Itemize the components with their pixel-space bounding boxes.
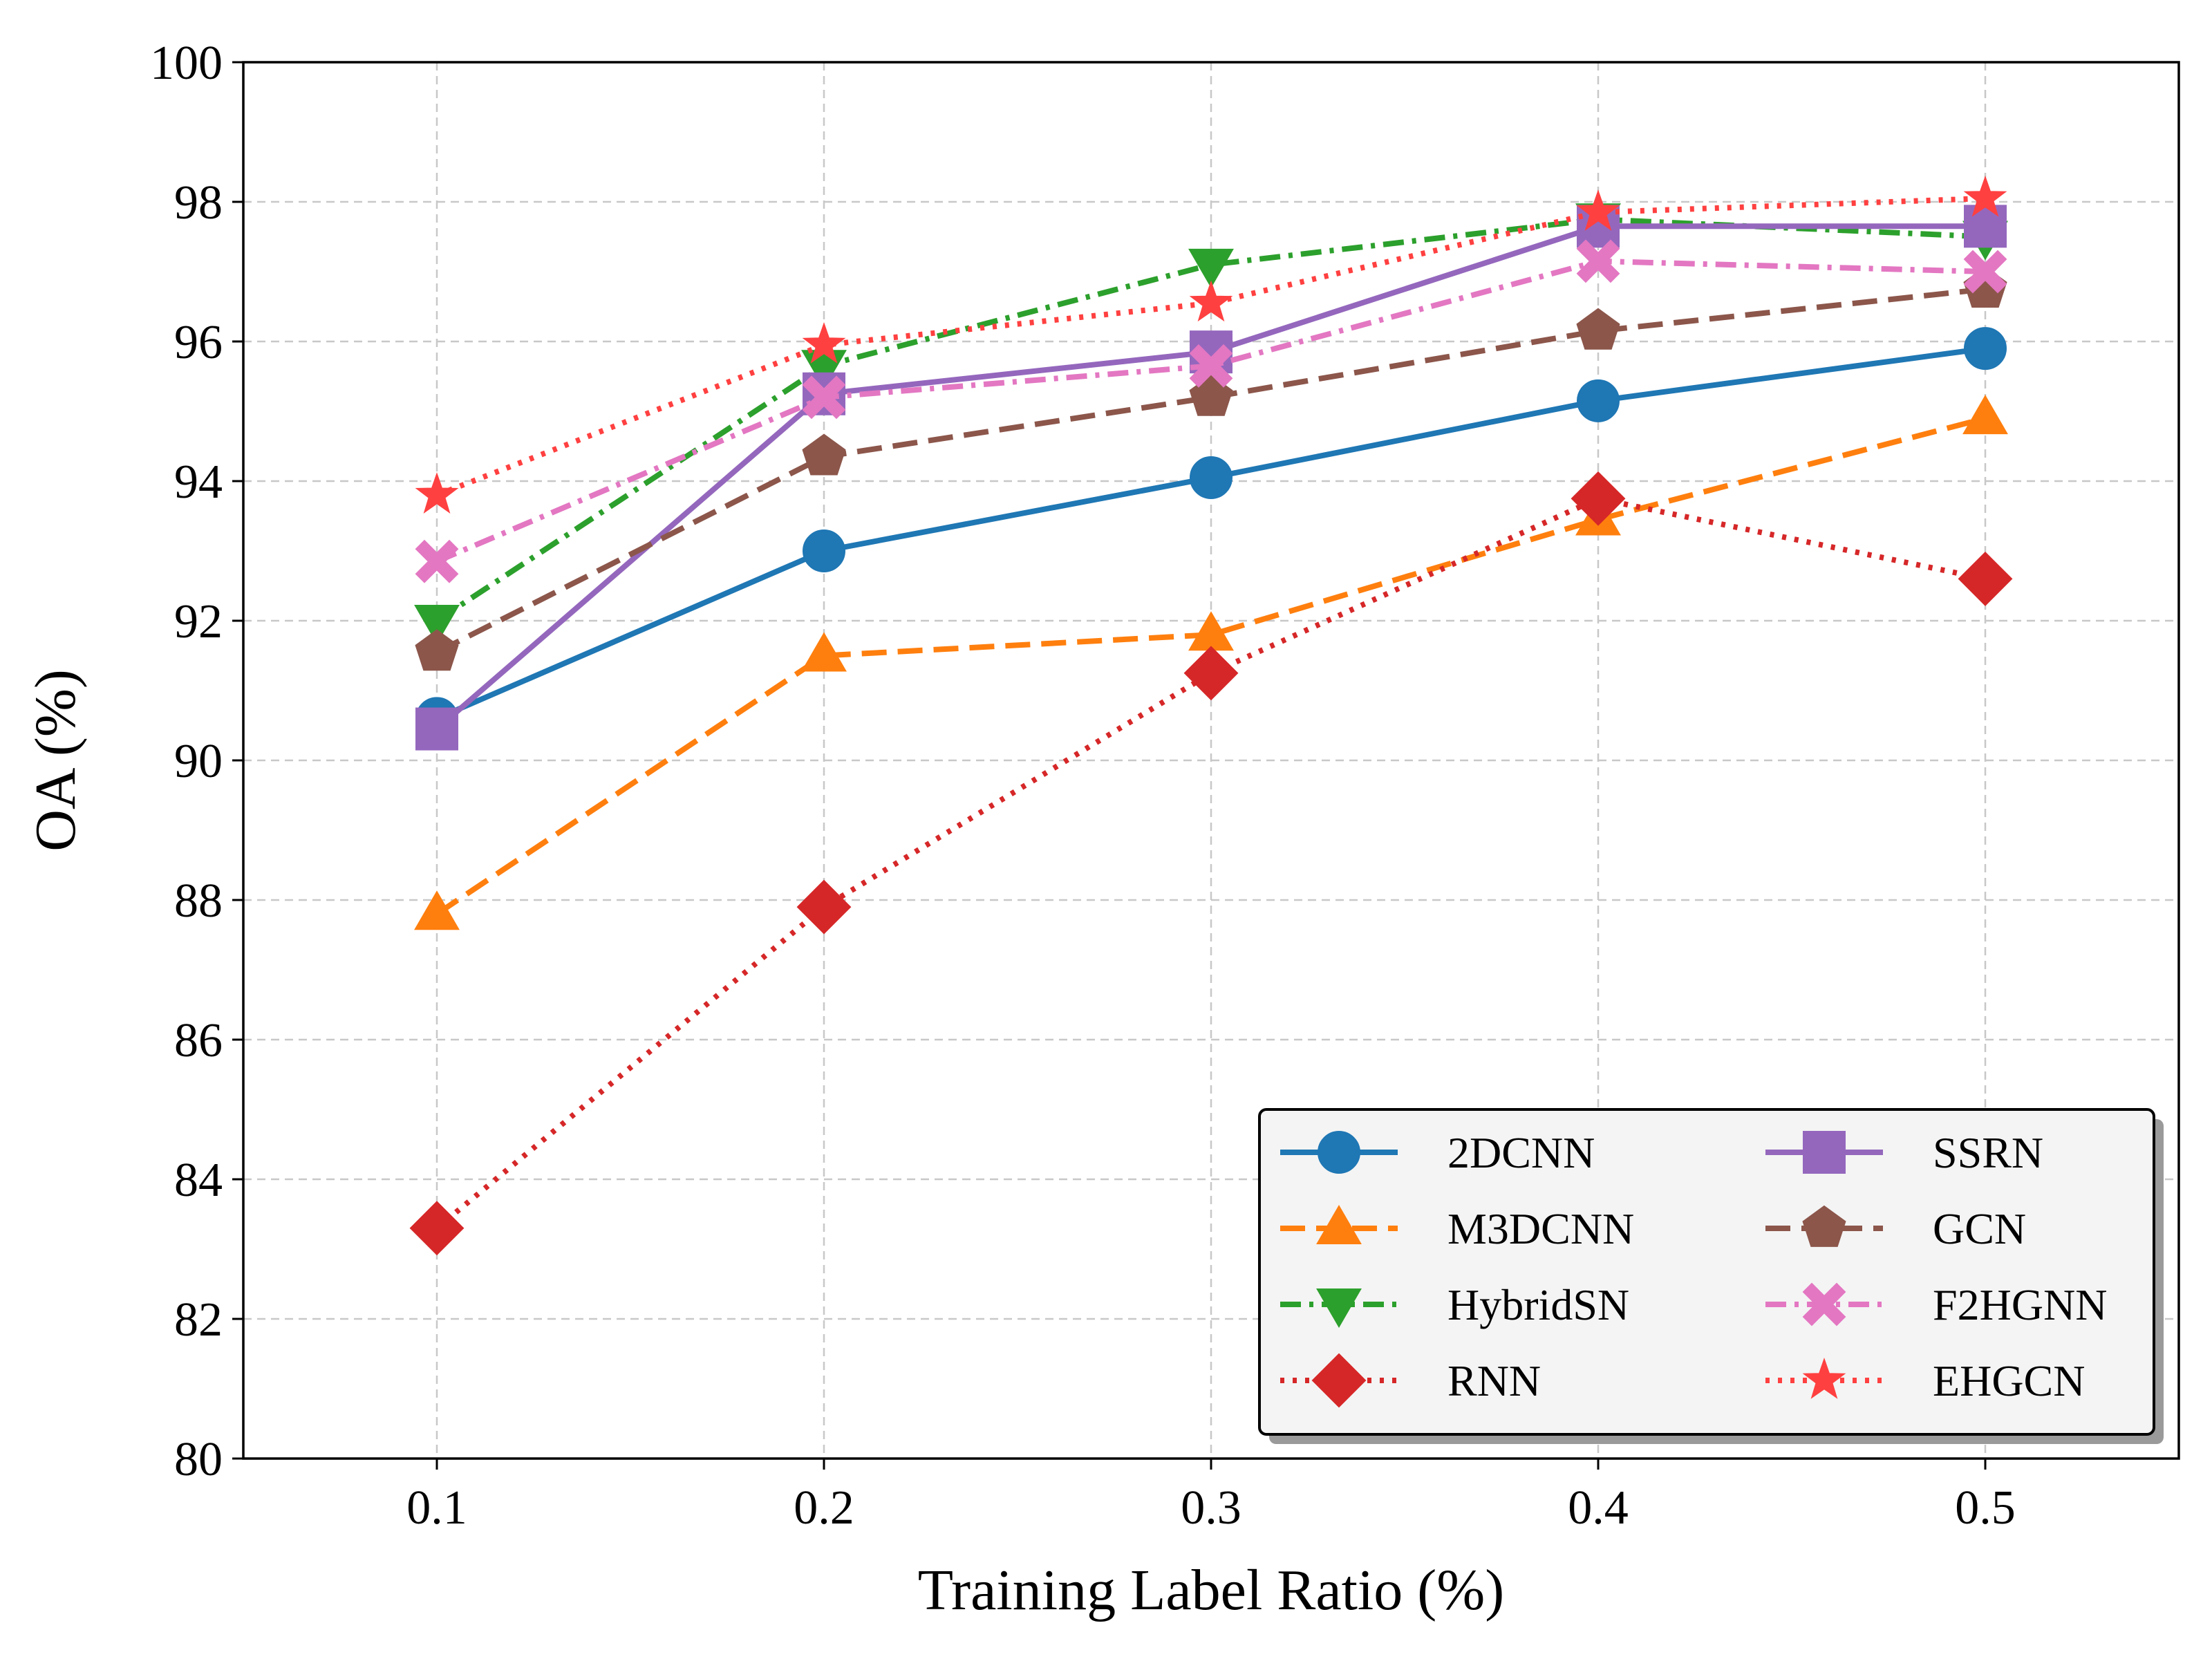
- data-point-2dcnn: [1577, 379, 1620, 422]
- legend-item-hybridsn: HybridSN: [1280, 1280, 1629, 1329]
- legend-label: M3DCNN: [1447, 1204, 1634, 1253]
- axis-ticks: 0.1 0.2 0.3 0.4 0.5 80 82 84 86 88 90 92 94 96 98 100: [150, 37, 2016, 1535]
- legend-item-f2hgnn: F2HGNN: [1765, 1280, 2107, 1329]
- series-group: [409, 175, 2013, 1256]
- legend-label: GCN: [1933, 1204, 2026, 1253]
- data-point-ehgcn: [802, 321, 846, 364]
- y-tick-label: 100: [150, 37, 223, 90]
- legend-item-rnn: RNN: [1280, 1353, 1541, 1408]
- data-point-m3dcnn: [414, 890, 460, 930]
- legend-item-m3dcnn: M3DCNN: [1280, 1204, 1634, 1253]
- data-point-ehgcn: [415, 472, 459, 514]
- legend-marker: [1311, 1353, 1367, 1408]
- data-point-rnn: [409, 1201, 465, 1256]
- data-point-rnn: [1571, 471, 1626, 526]
- data-point-f2hgnn: [1963, 250, 2007, 294]
- legend-label: RNN: [1447, 1356, 1541, 1405]
- legend-box: [1258, 1108, 2155, 1436]
- data-point-f2hgnn: [415, 539, 459, 583]
- data-point-ssrn: [1964, 205, 2007, 248]
- y-tick-label: 80: [174, 1433, 223, 1486]
- series-ehgcn: [415, 175, 2007, 514]
- data-point-rnn: [1958, 551, 2013, 606]
- legend-item-gcn: GCN: [1765, 1204, 2026, 1253]
- series-rnn: [409, 471, 2013, 1256]
- y-tick-label: 98: [174, 176, 223, 229]
- series-line-ehgcn: [435, 196, 1986, 498]
- legend-marker: [1316, 1288, 1362, 1328]
- legend-marker: [1803, 1131, 1846, 1174]
- x-axis-label: Training Label Ratio (%): [918, 1558, 1504, 1622]
- data-point-f2hgnn: [802, 375, 846, 420]
- series-m3dcnn: [414, 395, 2008, 930]
- data-point-gcn: [415, 629, 459, 671]
- legend-marker: [1316, 1205, 1362, 1244]
- series-line-gcn: [435, 286, 1986, 655]
- legend-marker: [1802, 1282, 1846, 1327]
- y-tick-label: 90: [174, 735, 223, 788]
- x-tick-label: 0.5: [1955, 1481, 2016, 1535]
- data-point-rnn: [1183, 646, 1239, 701]
- data-point-2dcnn: [1190, 456, 1232, 499]
- legend-label: SSRN: [1933, 1128, 2043, 1177]
- data-point-2dcnn: [1964, 327, 2007, 371]
- series-f2hgnn: [415, 239, 2007, 583]
- y-tick-label: 96: [174, 316, 223, 369]
- data-point-m3dcnn: [1962, 395, 2008, 435]
- series-line-m3dcnn: [435, 415, 1987, 917]
- data-point-rnn: [796, 879, 852, 935]
- legend-label: F2HGNN: [1933, 1280, 2107, 1329]
- legend: 2DCNN M3DCNN HybridSN RNN SSRN GCN F2HGNN EHGCN: [1258, 1108, 2164, 1444]
- x-tick-label: 0.4: [1568, 1481, 1629, 1535]
- data-point-ehgcn: [1963, 175, 2007, 217]
- data-point-m3dcnn: [801, 632, 847, 672]
- y-tick-label: 82: [174, 1293, 223, 1347]
- x-tick-label: 0.2: [794, 1481, 854, 1535]
- y-tick-label: 86: [174, 1014, 223, 1067]
- data-point-ssrn: [415, 707, 458, 751]
- x-tick-label: 0.1: [406, 1481, 467, 1535]
- data-point-ehgcn: [1576, 189, 1620, 231]
- x-tick-label: 0.3: [1181, 1481, 1241, 1535]
- legend-label: HybridSN: [1447, 1280, 1629, 1329]
- data-point-2dcnn: [803, 529, 845, 572]
- y-tick-label: 88: [174, 874, 223, 928]
- data-point-ehgcn: [1189, 280, 1233, 322]
- y-tick-label: 84: [174, 1154, 223, 1207]
- y-axis-label: OA (%): [24, 669, 88, 852]
- legend-marker: [1318, 1131, 1360, 1174]
- legend-label: EHGCN: [1933, 1356, 2085, 1405]
- legend-marker: [1802, 1357, 1846, 1399]
- data-point-hybridsn: [1188, 248, 1234, 288]
- legend-item-2dcnn: 2DCNN: [1280, 1128, 1595, 1177]
- series-line-f2hgnn: [435, 258, 1986, 564]
- legend-marker: [1802, 1205, 1846, 1247]
- data-point-hybridsn: [414, 605, 460, 644]
- y-tick-label: 92: [174, 595, 223, 648]
- legend-label: 2DCNN: [1447, 1128, 1595, 1177]
- data-point-f2hgnn: [1189, 344, 1233, 388]
- data-point-gcn: [1576, 308, 1620, 350]
- legend-item-ssrn: SSRN: [1765, 1128, 2043, 1177]
- legend-item-ehgcn: EHGCN: [1765, 1356, 2085, 1405]
- data-point-gcn: [802, 433, 846, 476]
- data-point-f2hgnn: [1576, 239, 1620, 283]
- y-tick-label: 94: [174, 456, 223, 509]
